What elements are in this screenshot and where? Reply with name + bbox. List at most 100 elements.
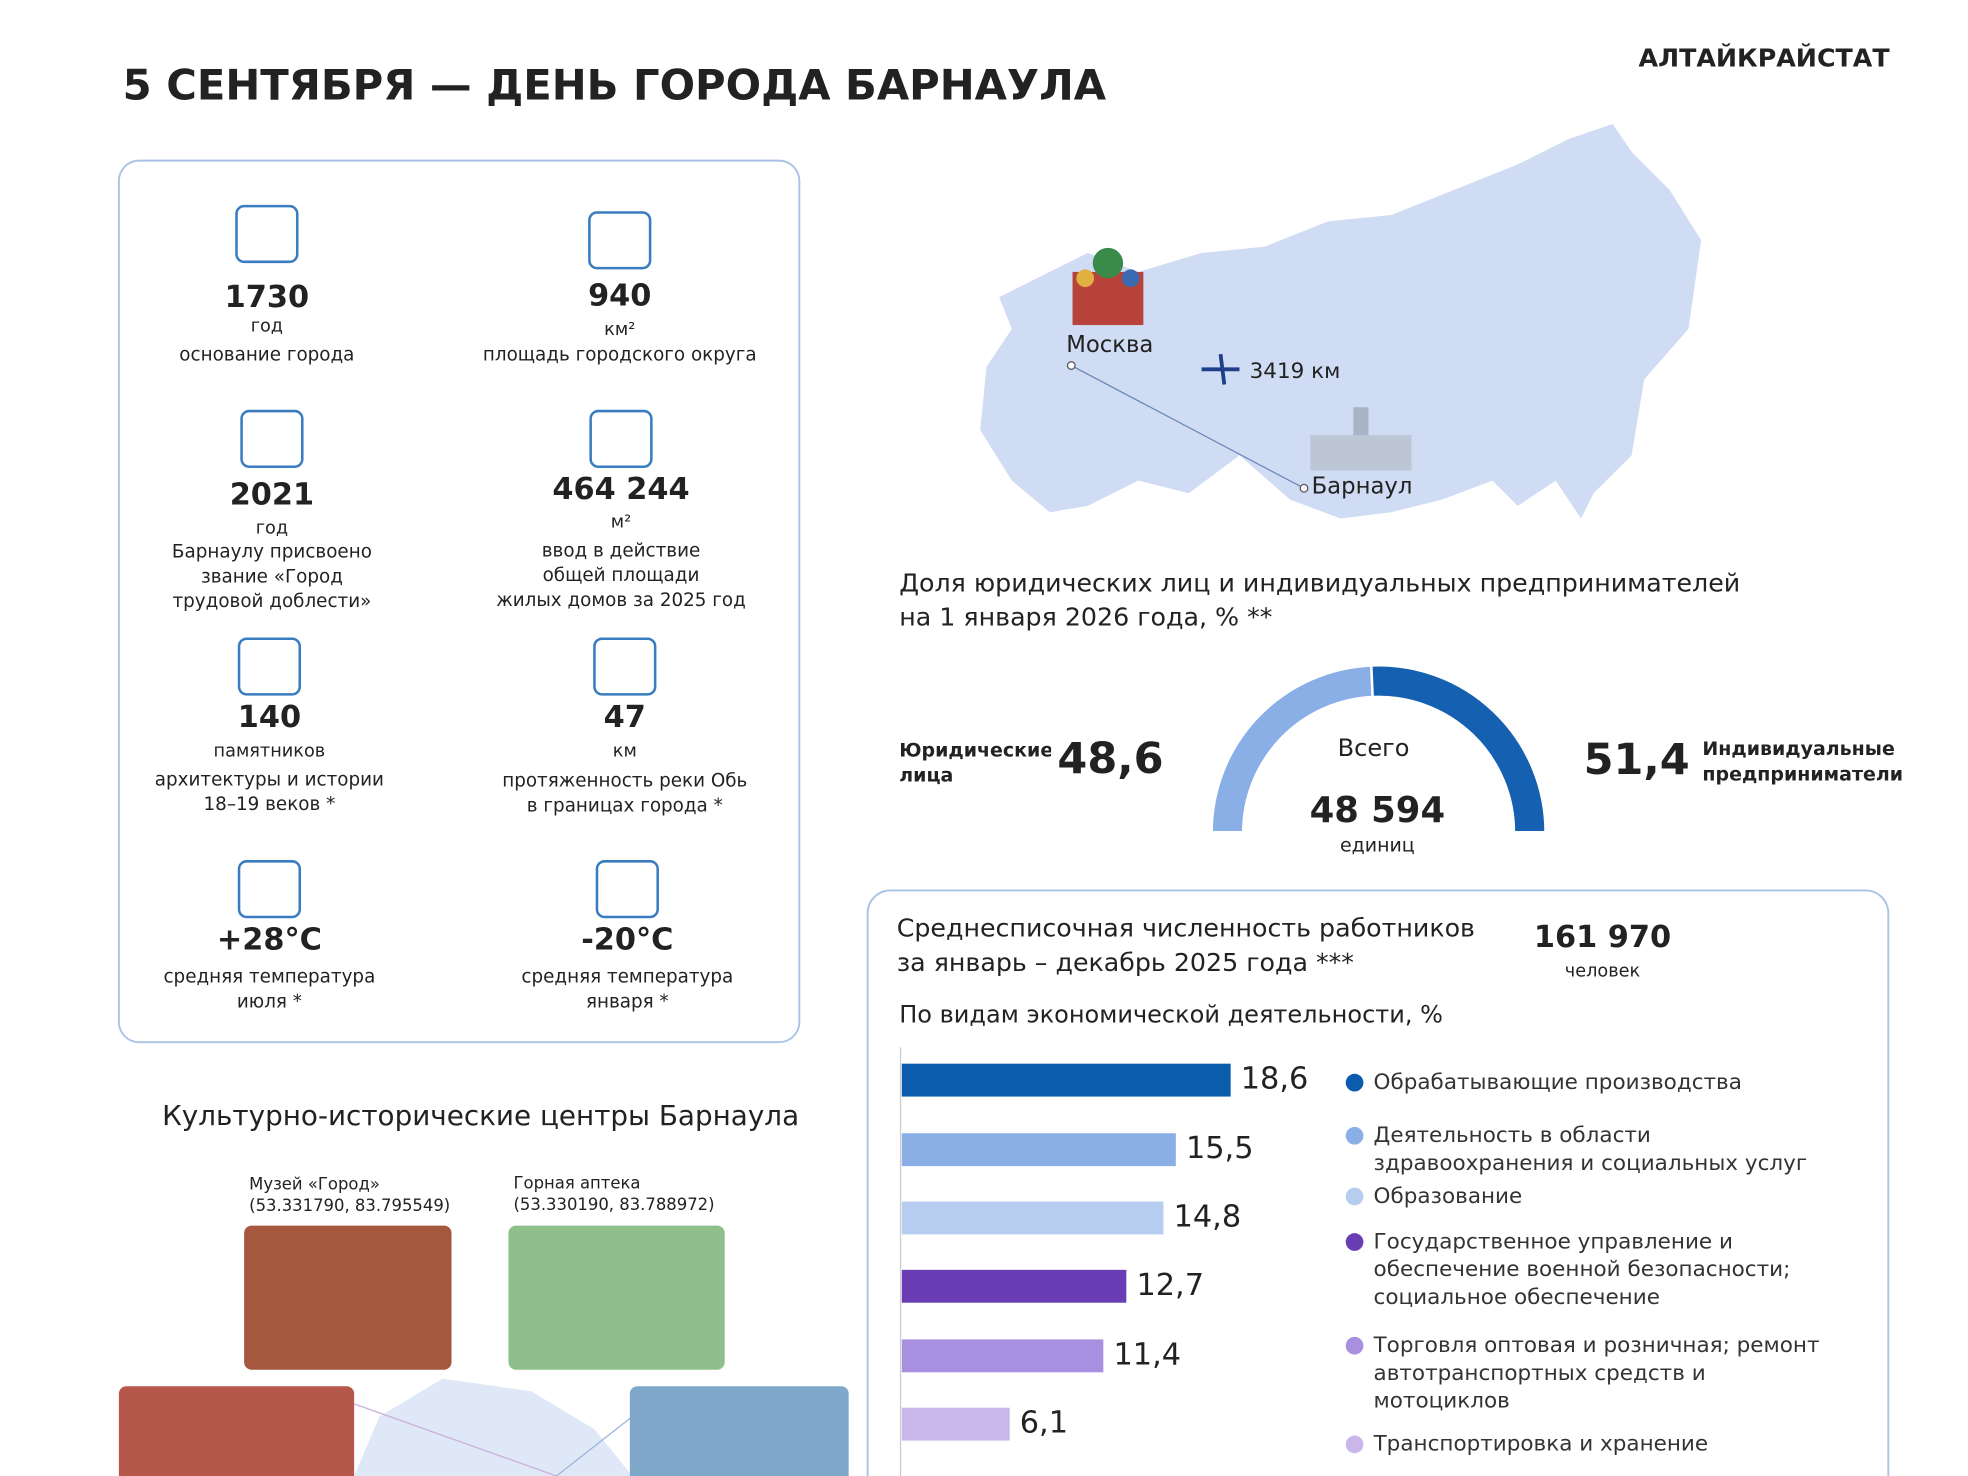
total-unit: единиц — [1340, 835, 1415, 857]
fact-description: средняя температура — [521, 967, 733, 988]
fact-description: в границах города * — [527, 795, 723, 816]
fact-description: архитектуры и истории — [155, 769, 384, 790]
russia-map — [980, 123, 1702, 519]
workers-total: 161 970 — [1534, 920, 1671, 955]
fact-unit: м² — [611, 512, 631, 532]
bar — [901, 1407, 1010, 1441]
fact-description: июля * — [237, 991, 302, 1012]
legend-label: Торговля оптовая и розничная; ремонт авт… — [1373, 1333, 1820, 1415]
fact-unit: км — [613, 741, 637, 761]
legend-label: Обрабатывающие производства — [1373, 1070, 1742, 1096]
legend-label-box: Юридические лица — [899, 738, 1052, 787]
barnaul-building-icon — [1310, 407, 1412, 471]
fact-description: протяженность реки Обь — [502, 771, 747, 792]
city-label: Москва — [1066, 332, 1153, 358]
fact-icon — [235, 204, 299, 264]
kremlin-icon — [1072, 247, 1144, 326]
fact-unit: км² — [604, 320, 635, 340]
fact-unit: памятников — [214, 741, 326, 761]
legend-label: Государственное управление и обеспечение… — [1373, 1229, 1791, 1311]
section-title: Культурно-исторические центры Барнаула — [162, 1099, 799, 1132]
total-value: 48 594 — [1310, 790, 1446, 831]
barnaul-dot — [1299, 483, 1309, 493]
fact-description: 18–19 веков * — [204, 794, 336, 815]
fact-description: жилых домов за 2025 год — [496, 590, 746, 611]
legend-label-box: Деятельность в области здравоохранения и… — [1374, 1123, 1808, 1176]
fact-unit: год — [256, 519, 288, 539]
moscow-dot — [1066, 361, 1076, 370]
photo — [244, 1225, 452, 1370]
value-label: 12,7 — [1136, 1268, 1204, 1303]
fact-icon — [237, 637, 302, 696]
fact-unit: год — [251, 316, 283, 336]
legend-label-box: Индивидуальные предприниматели — [1702, 737, 1904, 785]
legend-label-box: Государственное управление и обеспечение… — [1373, 1229, 1791, 1311]
photo — [629, 1386, 849, 1476]
fact-description: общей площади — [543, 565, 700, 586]
value-label: 48,6 — [1057, 734, 1163, 784]
fact-value: 464 244 — [552, 472, 689, 507]
legend-label: Образование — [1373, 1183, 1523, 1210]
section-title: за январь – декабрь 2025 года *** — [897, 948, 1354, 977]
plane-icon — [1201, 353, 1240, 385]
legend-label-box: Транспортировка и хранение — [1373, 1431, 1709, 1458]
fact-value: +28°С — [217, 922, 322, 957]
pointer-line — [556, 1416, 633, 1476]
fact-icon — [240, 409, 304, 468]
section-title: Среднесписочная численность работников — [897, 914, 1475, 943]
fact-description: звание «Город — [201, 566, 343, 587]
legend-dot — [1345, 1187, 1364, 1206]
photo — [118, 1386, 355, 1476]
value-label: 18,6 — [1241, 1062, 1309, 1097]
bar — [901, 1339, 1104, 1373]
value-label: 14,8 — [1174, 1199, 1242, 1234]
fact-description: площадь городского округа — [483, 344, 757, 365]
fact-value: 140 — [238, 700, 301, 735]
route-line — [1070, 364, 1305, 489]
fact-value: 47 — [604, 700, 646, 735]
legend-label-box: Обрабатывающие производства — [1373, 1070, 1742, 1096]
legend-label: Юридические лица — [899, 738, 1052, 787]
legend-dot — [1345, 1073, 1364, 1092]
fact-description: Барнаулу присвоено — [172, 542, 372, 563]
legend-label-box: Торговля оптовая и розничная; ремонт авт… — [1373, 1333, 1820, 1415]
fact-value: 940 — [588, 279, 651, 314]
legend-dot — [1345, 1336, 1364, 1355]
workers-card — [866, 889, 1890, 1476]
bar — [901, 1063, 1231, 1097]
chart-title: По видам экономической деятельности, % — [899, 1001, 1443, 1029]
legend-label-box: Образование — [1373, 1183, 1523, 1210]
facts-card — [117, 159, 801, 1044]
pointer-line — [353, 1403, 557, 1476]
place-name: Горная аптека — [514, 1173, 641, 1192]
value-label: 51,4 — [1584, 735, 1690, 785]
fact-value: 2021 — [230, 477, 314, 512]
legend-label: Индивидуальные предприниматели — [1702, 737, 1904, 785]
fact-description: основание города — [179, 344, 354, 365]
city-label: Барнаул — [1312, 473, 1413, 499]
fact-description: ввод в действие — [542, 540, 701, 561]
brand: АЛТАЙКРАЙСТАТ — [1639, 43, 1891, 72]
chart-title: Доля юридических лиц и индивидуальных пр… — [899, 568, 1740, 597]
chart-title: на 1 января 2026 года, % ** — [899, 602, 1272, 631]
page-title: 5 СЕНТЯБРЯ — ДЕНЬ ГОРОДА БАРНАУЛА — [123, 61, 1107, 110]
value-label: 11,4 — [1113, 1337, 1181, 1372]
legend-dot — [1345, 1435, 1364, 1454]
place-coords: (53.331790, 83.795549) — [249, 1196, 450, 1215]
distance-label: 3419 км — [1250, 359, 1341, 384]
value-label: 6,1 — [1020, 1406, 1068, 1441]
fact-icon — [593, 637, 657, 696]
value-label: 15,5 — [1186, 1131, 1254, 1166]
fact-description: средняя температура — [163, 967, 375, 988]
place-coords: (53.330190, 83.788972) — [514, 1195, 715, 1214]
total-label: Всего — [1338, 734, 1410, 762]
fact-description: трудовой доблести» — [172, 591, 371, 612]
legend-label: Транспортировка и хранение — [1373, 1431, 1709, 1458]
legend-dot — [1345, 1233, 1364, 1251]
donut-segment — [1369, 664, 1547, 834]
photo — [508, 1225, 725, 1370]
fact-icon — [237, 860, 302, 919]
fact-icon — [588, 211, 652, 270]
fact-value: 1730 — [225, 280, 309, 315]
place-name: Музей «Город» — [249, 1175, 380, 1194]
